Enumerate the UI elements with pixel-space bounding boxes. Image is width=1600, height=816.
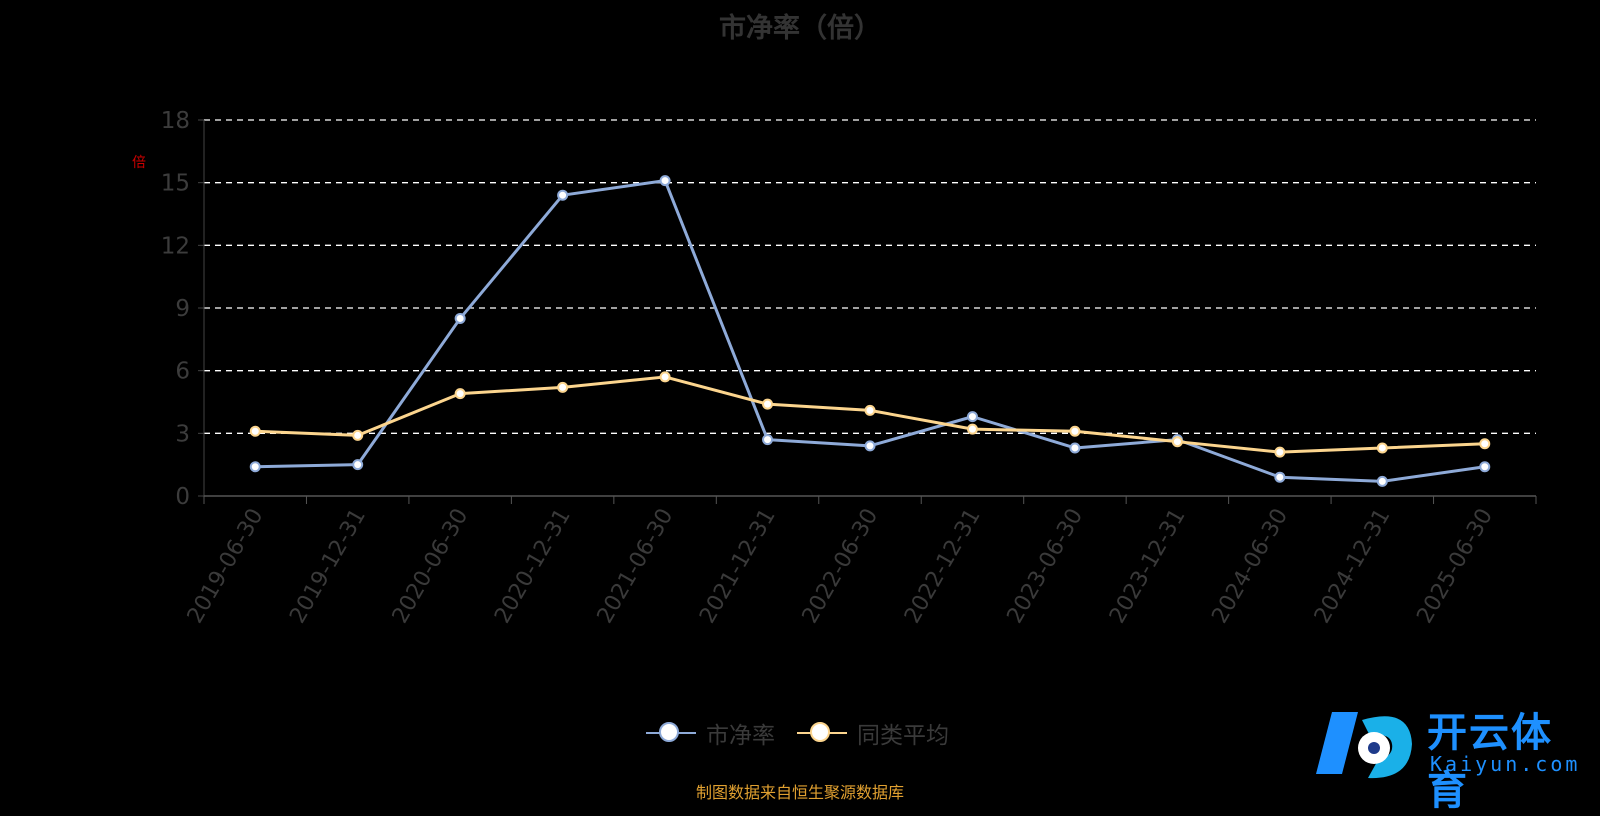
x-tick-label: 2021-06-30 xyxy=(593,505,679,628)
chart-title: 市净率（倍） xyxy=(719,13,881,44)
data-point xyxy=(659,371,671,383)
x-tick-label: 2020-06-30 xyxy=(388,504,474,627)
y-tick-label: 6 xyxy=(175,359,190,385)
source-note: 制图数据来自恒生聚源数据库 xyxy=(695,783,904,802)
data-point xyxy=(864,404,876,416)
data-point xyxy=(454,312,466,324)
data-point xyxy=(762,398,774,410)
grid-lines xyxy=(204,119,1536,434)
data-point xyxy=(249,425,261,437)
legend-marker-icon xyxy=(797,721,847,745)
axes: 0 3 6 9 12 15 18 2019-06-30 2019-12-31 2020-06-30… xyxy=(161,108,1537,628)
y-axis-unit: 倍 xyxy=(132,155,146,171)
data-point xyxy=(1069,425,1081,437)
data-point xyxy=(1171,436,1183,448)
logo: 开云体育 Kaiyun.com xyxy=(1312,700,1592,814)
data-point xyxy=(352,459,364,471)
data-point xyxy=(249,461,261,473)
logo-emblem-icon xyxy=(1316,712,1412,779)
data-point xyxy=(966,411,978,423)
data-point xyxy=(557,189,569,201)
x-tick-label: 2023-12-31 xyxy=(1105,505,1191,628)
y-tick-label: 3 xyxy=(175,421,190,447)
data-point xyxy=(454,388,466,400)
logo-subtext: Kaiyun.com xyxy=(1430,752,1581,776)
legend: 市净率 同类平均 xyxy=(646,716,949,750)
y-tick-label: 12 xyxy=(161,233,190,259)
x-tick-label: 2022-06-30 xyxy=(798,505,884,628)
legend-item-series-0[interactable]: 市净率 xyxy=(646,716,775,750)
x-tick-label: 2023-06-30 xyxy=(1003,505,1089,628)
legend-marker-icon xyxy=(646,721,696,745)
data-point xyxy=(762,434,774,446)
data-point xyxy=(659,175,671,187)
y-tick-label: 18 xyxy=(161,108,190,134)
series-line-0 xyxy=(255,179,1485,483)
series-layer xyxy=(249,175,1491,487)
x-tick-label: 2021-12-31 xyxy=(695,505,781,628)
data-point xyxy=(1069,442,1081,454)
data-point xyxy=(557,381,569,393)
y-tick-label: 0 xyxy=(175,484,190,510)
data-point xyxy=(864,440,876,452)
y-tick-label: 15 xyxy=(161,171,190,197)
x-tick-label: 2024-12-31 xyxy=(1310,505,1396,628)
data-point xyxy=(966,423,978,435)
data-point xyxy=(352,429,364,441)
data-point xyxy=(1376,442,1388,454)
x-tick-label: 2024-06-30 xyxy=(1207,505,1293,628)
x-tick-label: 2019-12-31 xyxy=(285,505,371,628)
data-point xyxy=(1274,446,1286,458)
data-point xyxy=(1479,461,1491,473)
legend-item-series-1[interactable]: 同类平均 xyxy=(797,716,949,750)
data-point xyxy=(1479,438,1491,450)
x-tick-label: 2019-06-30 xyxy=(183,505,269,628)
legend-label: 同类平均 xyxy=(857,723,949,749)
legend-label: 市净率 xyxy=(706,723,775,749)
data-point xyxy=(1376,475,1388,487)
data-point xyxy=(1274,471,1286,483)
x-tick-label: 2022-12-31 xyxy=(900,505,986,628)
x-tick-label: 2025-06-30 xyxy=(1412,505,1498,628)
x-tick-label: 2020-12-31 xyxy=(490,505,576,628)
y-tick-label: 9 xyxy=(175,296,190,322)
